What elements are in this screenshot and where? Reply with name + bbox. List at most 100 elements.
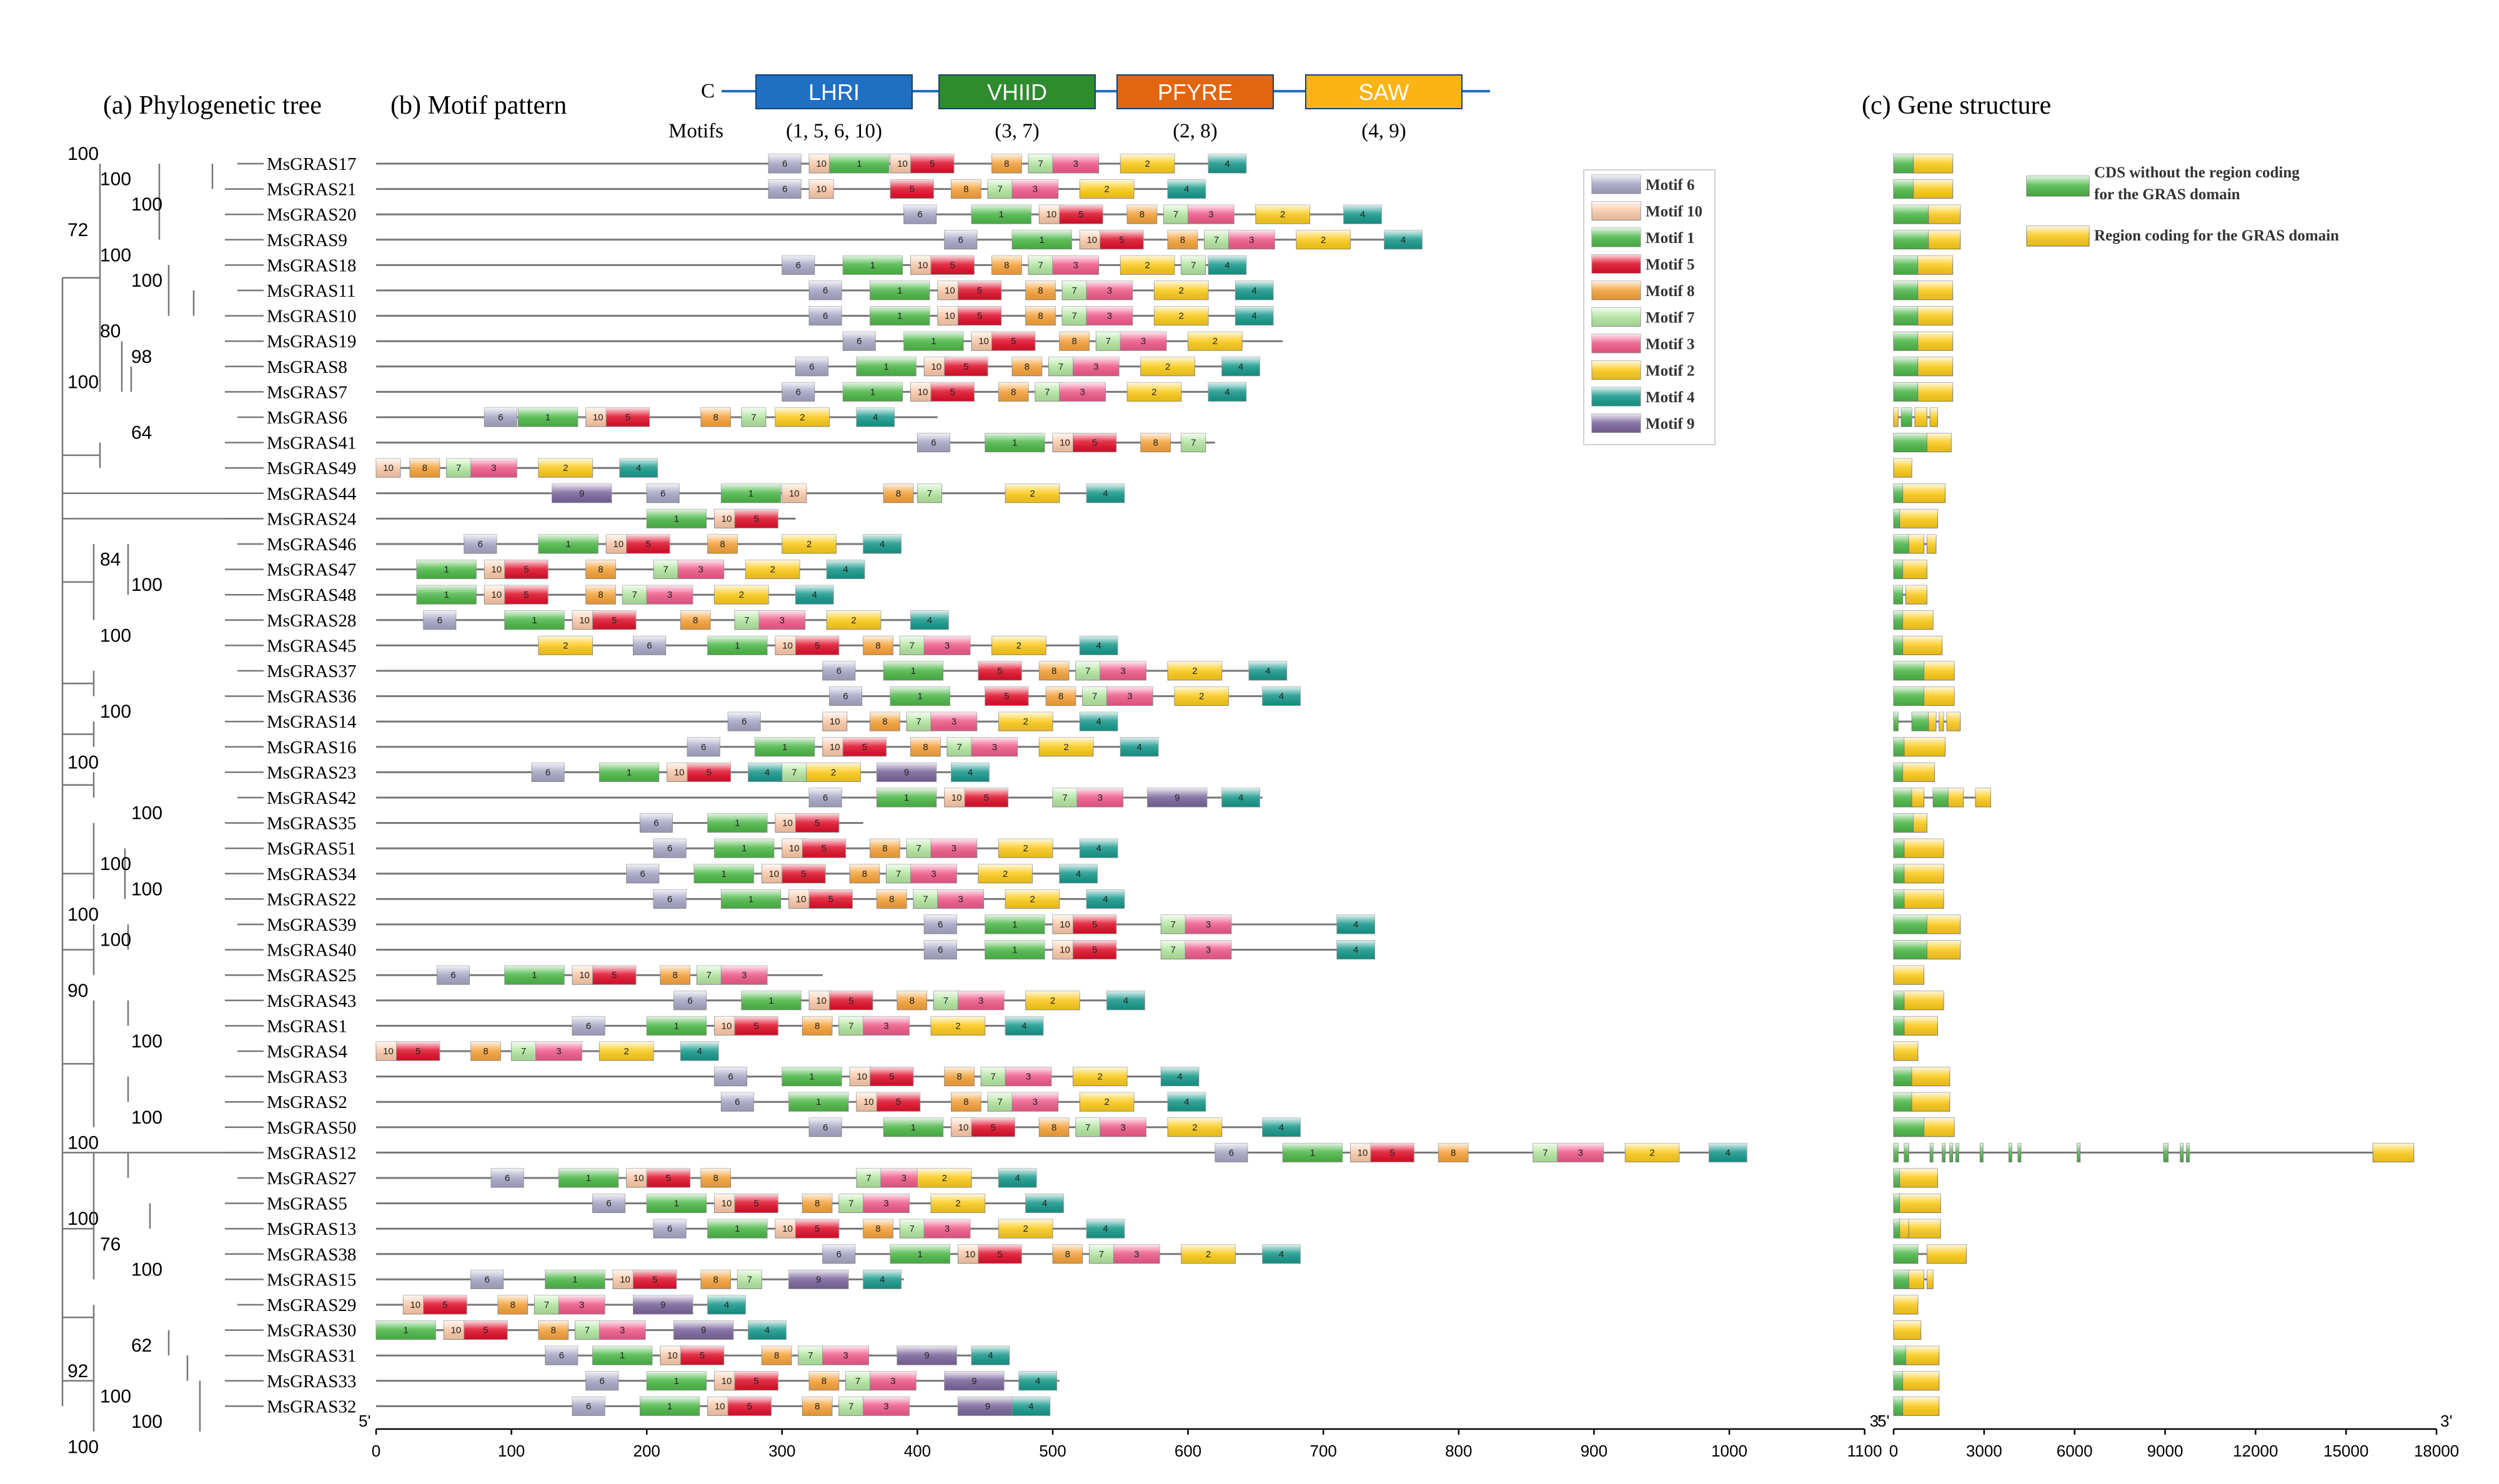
exon-gloss: [1909, 535, 1924, 553]
gene-row: MsGRAS47 1 10 5 8 7 3 2 4: [267, 560, 1927, 580]
motif-box-gloss: [707, 813, 767, 833]
gene-row: MsGRAS13 6 1 10 5 8 7 3 2 4: [267, 1219, 1941, 1239]
exon-gloss: [1894, 839, 1904, 858]
motif-box-label: 7: [855, 1376, 860, 1387]
gene-name: MsGRAS41: [267, 433, 356, 453]
exon-gloss: [1894, 483, 1903, 503]
motif-box-label: 4: [1265, 666, 1270, 676]
motif-box-gloss: [1296, 230, 1351, 249]
exon-gloss: [2018, 1143, 2021, 1162]
motif-box-label: 1: [620, 1350, 625, 1361]
motif-box-label: 1: [1012, 919, 1017, 930]
motif-box-label: 6: [782, 184, 787, 195]
motif-box-label: 9: [701, 1325, 706, 1336]
motif-box-label: 6: [484, 1274, 489, 1285]
motif-box-label: 7: [456, 463, 461, 473]
gene-row: MsGRAS23 6 1 10 5 4 7 2 9 4: [267, 762, 1935, 783]
bootstrap-value: 100: [100, 930, 131, 951]
motif-box-label: 7: [1045, 387, 1050, 397]
motif-box-label: 5: [815, 818, 820, 829]
gene-name: MsGRAS5: [267, 1194, 347, 1214]
motif-box-label: 7: [1191, 438, 1196, 448]
gene-row: MsGRAS28 6 1 10 5 8 7 3 2 4: [267, 610, 1934, 631]
motif-box-gloss: [838, 1016, 863, 1036]
motif-box-gloss: [917, 433, 950, 452]
motif-box-gloss: [843, 332, 876, 351]
motif-box-label: 7: [1062, 793, 1067, 803]
gene-row: MsGRAS48 1 10 5 8 7 3 2 4: [267, 585, 1927, 605]
motif-box-gloss: [903, 205, 937, 224]
motif-box-gloss: [931, 382, 975, 402]
motif-box-label: 2: [563, 463, 568, 473]
bootstrap-value: 100: [67, 1132, 99, 1153]
motif-box-label: 10: [410, 1300, 420, 1310]
domain-motif-list: (4, 9): [1361, 120, 1406, 142]
motif-box-gloss: [1343, 205, 1382, 224]
motif-box-label: 1: [627, 767, 632, 778]
motif-box-gloss: [933, 991, 958, 1010]
motif-box-label: 1: [721, 869, 726, 879]
gene-name: MsGRAS39: [267, 915, 356, 935]
motif-box-label: 6: [505, 1173, 510, 1184]
motif-box-label: 4: [968, 767, 973, 778]
motif-box-label: 4: [880, 539, 885, 550]
motif-box-label: 7: [896, 869, 901, 879]
motif-box-label: 7: [792, 767, 797, 778]
exon-gloss: [1894, 1117, 1924, 1137]
motif-box-gloss: [734, 509, 778, 528]
legend-swatch-gloss: [1592, 281, 1641, 300]
motif-box-label: 5: [910, 184, 915, 195]
exon-gloss: [1894, 1346, 1906, 1365]
domain-schematic: C LHRI (1, 5, 6, 10) VHIID (3, 7) PFYRE (2, 8…: [668, 74, 1490, 142]
motif-box-gloss: [998, 382, 1029, 402]
gene-row: MsGRAS34 6 1 10 5 8 7 3 2 4: [267, 864, 1944, 884]
domain-motif-list: (2, 8): [1173, 120, 1217, 142]
gene-row: MsGRAS15 6 1 10 5 8 7 9 4: [267, 1269, 1934, 1290]
gene-name: MsGRAS18: [267, 255, 356, 275]
gene-name: MsGRAS6: [267, 408, 347, 428]
motif-box-label: 1: [532, 970, 537, 981]
motif-box-label: 8: [875, 1224, 880, 1234]
motif-box-label: 4: [1353, 945, 1358, 956]
motif-box-label: 4: [1096, 640, 1101, 651]
motif-box-label: 4: [765, 1325, 770, 1336]
motif-box-label: 7: [848, 1401, 853, 1412]
motif-box-label: 2: [800, 412, 805, 423]
motif-box-label: 3: [951, 716, 956, 727]
motif-box-gloss: [1215, 1143, 1248, 1162]
motif-box-label: 10: [863, 1097, 874, 1107]
motif-box-gloss: [838, 1397, 863, 1416]
exon-gloss: [1924, 686, 1955, 706]
motif-box-gloss: [1100, 1117, 1146, 1137]
motif-box-label: 9: [971, 1376, 976, 1387]
motif-box-label: 6: [735, 1097, 740, 1107]
gene-row: MsGRAS18 6 1 10 5 8 7 3 2 7 4: [267, 255, 1954, 275]
exon-gloss: [1894, 991, 1904, 1010]
gene-row: MsGRAS43 6 1 10 5 8 7 3 2 4: [267, 991, 1944, 1011]
motif-box-label: 4: [724, 1300, 729, 1310]
motif-box-gloss: [572, 1016, 605, 1036]
legend-label-motif-7: Motif 7: [1646, 310, 1694, 327]
motif-box-label: 1: [674, 1021, 679, 1031]
motif-box-label: 2: [1104, 184, 1109, 195]
gene-axis-tick-label: 12000: [2233, 1442, 2278, 1460]
motif-box-label: 4: [1021, 1021, 1026, 1031]
motif-box-gloss: [1062, 306, 1087, 325]
motif-box-label: 2: [1321, 235, 1326, 245]
gene-name: MsGRAS12: [267, 1143, 356, 1163]
motif-box-label: 7: [544, 1300, 549, 1310]
motif-box-gloss: [809, 281, 842, 300]
gene-name: MsGRAS2: [267, 1092, 347, 1112]
exon-gloss: [1894, 1143, 1899, 1162]
motif-box-gloss: [714, 1067, 747, 1086]
motif-box-gloss: [838, 1194, 863, 1213]
motif-box-label: 7: [910, 1224, 915, 1234]
motif-box-label: 5: [950, 260, 955, 270]
gene-row: MsGRAS12 6 1 10 5 8 7 3 2 4: [267, 1142, 2415, 1163]
motif-box-gloss: [1073, 433, 1116, 452]
motif-box-label: 2: [1023, 843, 1028, 854]
legend-swatch-gloss: [1592, 175, 1641, 194]
gene-row: MsGRAS30 1 10 5 8 7 3 9 4: [267, 1320, 1922, 1341]
legend-swatch-gloss: [2027, 176, 2089, 196]
gene-name: MsGRAS25: [267, 966, 356, 986]
